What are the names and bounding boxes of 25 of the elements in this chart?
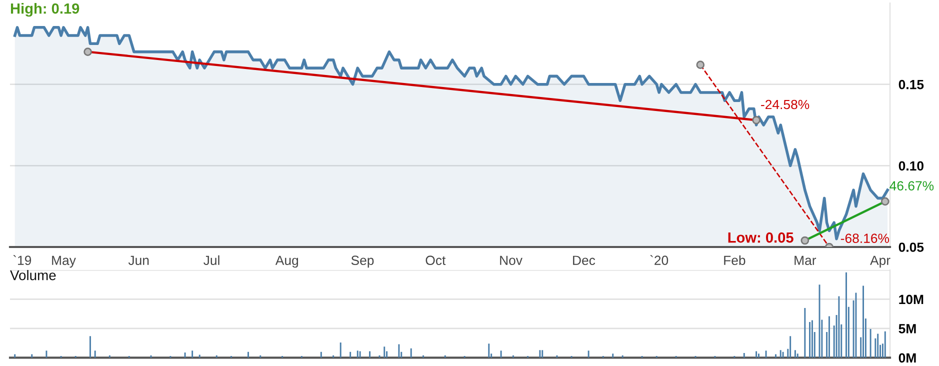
x-tick-label: Mar bbox=[794, 256, 816, 266]
x-tick-label: Jun bbox=[128, 256, 149, 266]
x-tick-label: Oct bbox=[426, 256, 446, 266]
x-tick-label: `20 bbox=[650, 255, 668, 266]
y-tick-label: 10M bbox=[899, 294, 924, 304]
x-tick-label: Apr bbox=[870, 256, 890, 268]
x-tick-label: Nov bbox=[500, 256, 522, 266]
x-tick-label: Dec bbox=[573, 256, 596, 266]
y-tick-label: 0.10 bbox=[898, 161, 924, 171]
y-tick-label: 5M bbox=[898, 324, 916, 334]
x-tick-label: `19 bbox=[13, 255, 32, 266]
x-tick-label: May bbox=[52, 256, 76, 268]
chart-title: Volume bbox=[10, 270, 56, 280]
annotation: High: 0.19 bbox=[10, 3, 80, 17]
annotation: 46.67% bbox=[890, 181, 934, 191]
x-tick-label: Aug bbox=[275, 256, 298, 268]
annotation: -24.58% bbox=[761, 100, 810, 110]
y-tick-label: 0M bbox=[898, 353, 916, 363]
y-tick-label: 0.05 bbox=[898, 242, 924, 252]
y-tick-label: 0.15 bbox=[898, 80, 924, 90]
annotation: Low: 0.05 bbox=[728, 232, 794, 243]
annotation: -68.16% bbox=[840, 234, 890, 244]
x-tick-label: Feb bbox=[724, 255, 746, 266]
x-tick-label: Jul bbox=[204, 255, 220, 266]
x-tick-label: Sep bbox=[351, 256, 374, 268]
